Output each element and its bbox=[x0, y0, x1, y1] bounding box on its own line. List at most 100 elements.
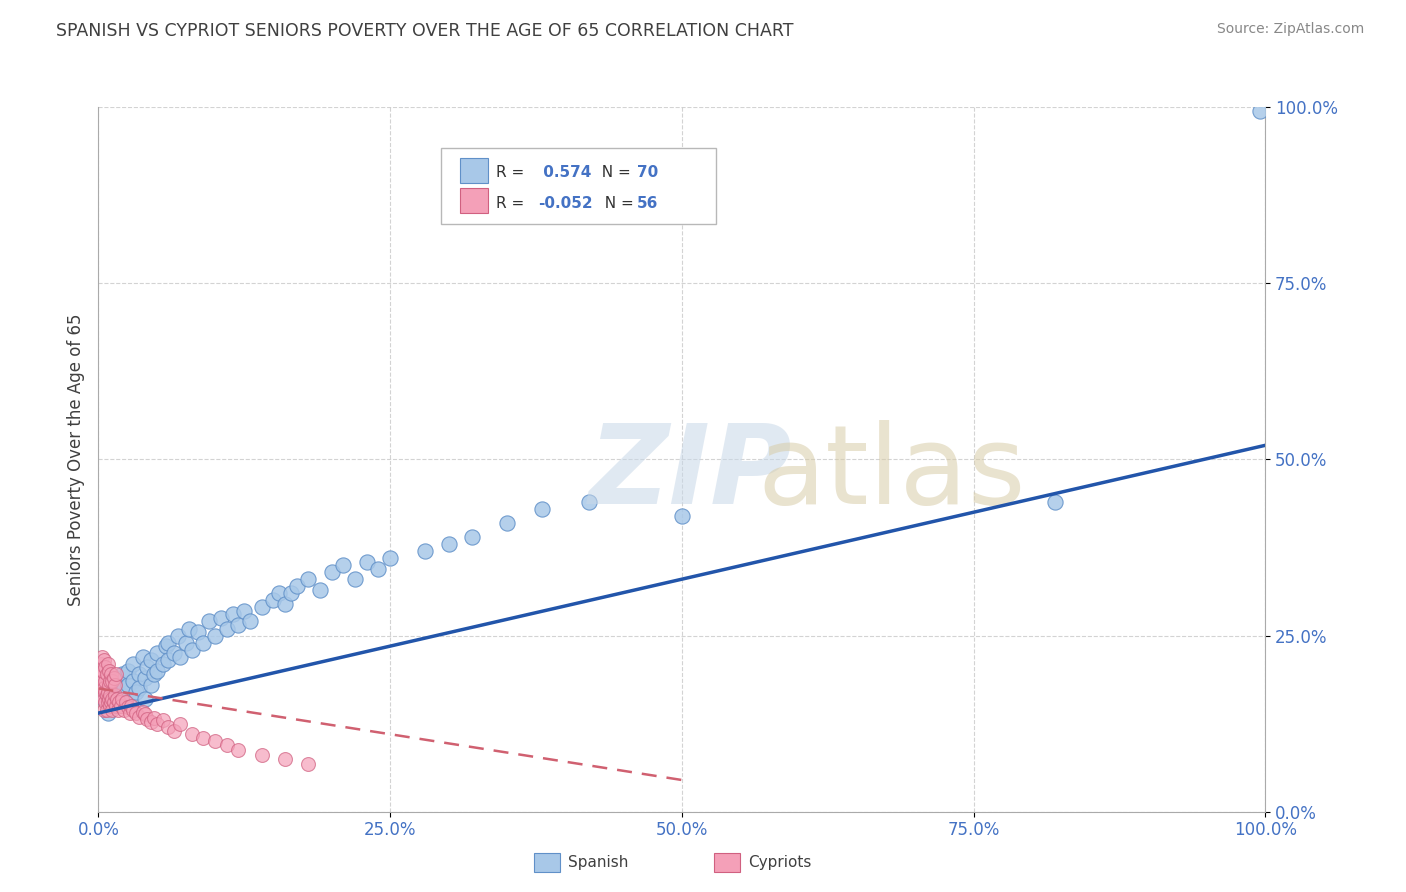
Point bbox=[93, 702, 115, 716]
Point bbox=[94, 696, 117, 710]
Point bbox=[111, 667, 134, 681]
Point bbox=[118, 706, 141, 720]
Point bbox=[530, 501, 553, 516]
Point bbox=[356, 555, 378, 569]
Point bbox=[97, 706, 120, 720]
Point bbox=[134, 692, 156, 706]
Point bbox=[93, 681, 115, 696]
Point bbox=[104, 689, 127, 703]
Point bbox=[239, 615, 262, 629]
Point bbox=[115, 696, 138, 710]
Point bbox=[104, 685, 127, 699]
Point bbox=[152, 713, 174, 727]
Point bbox=[143, 667, 166, 681]
Text: 70: 70 bbox=[637, 165, 658, 180]
Point bbox=[108, 696, 131, 710]
Text: Cypriots: Cypriots bbox=[748, 855, 811, 870]
Text: ZIP: ZIP bbox=[589, 420, 792, 527]
Point bbox=[97, 692, 120, 706]
Text: 56: 56 bbox=[637, 195, 658, 211]
Point bbox=[163, 723, 186, 738]
Point bbox=[152, 657, 174, 671]
Point bbox=[136, 660, 159, 674]
Point bbox=[90, 657, 112, 671]
Point bbox=[111, 692, 134, 706]
Point bbox=[380, 551, 402, 566]
Point bbox=[146, 716, 169, 731]
Point bbox=[97, 685, 120, 699]
Point bbox=[103, 696, 125, 710]
Point bbox=[321, 565, 343, 579]
Text: 0.574: 0.574 bbox=[538, 165, 592, 180]
Point bbox=[96, 689, 118, 703]
Point bbox=[578, 494, 600, 508]
Point bbox=[104, 678, 127, 692]
Point bbox=[98, 699, 121, 714]
Point bbox=[120, 699, 142, 714]
Point bbox=[166, 628, 188, 642]
Point bbox=[93, 692, 115, 706]
Point bbox=[228, 742, 250, 756]
Point bbox=[107, 702, 129, 716]
Point bbox=[117, 664, 139, 678]
Point bbox=[134, 707, 156, 722]
Point bbox=[101, 674, 124, 689]
Point bbox=[111, 689, 134, 703]
Point bbox=[285, 579, 308, 593]
Point bbox=[97, 678, 120, 692]
Point bbox=[274, 597, 297, 611]
Point bbox=[280, 586, 302, 600]
Point bbox=[1249, 103, 1271, 118]
Point bbox=[157, 653, 180, 667]
Point bbox=[262, 593, 284, 607]
Point bbox=[97, 664, 120, 678]
Point bbox=[180, 642, 202, 657]
Point bbox=[1045, 494, 1067, 508]
Point bbox=[101, 702, 124, 716]
Point bbox=[101, 696, 124, 710]
Point bbox=[157, 635, 180, 649]
Text: Spanish: Spanish bbox=[568, 855, 628, 870]
Point bbox=[90, 649, 112, 664]
Point bbox=[98, 681, 121, 696]
Point bbox=[117, 678, 139, 692]
Point bbox=[112, 702, 135, 716]
Point bbox=[204, 734, 226, 748]
Point bbox=[96, 702, 118, 716]
Point bbox=[100, 696, 122, 710]
Point bbox=[146, 664, 169, 678]
Point bbox=[132, 649, 155, 664]
Point bbox=[179, 622, 201, 636]
Point bbox=[297, 756, 319, 771]
Point bbox=[98, 674, 121, 689]
Point bbox=[90, 671, 112, 685]
Text: N =: N = bbox=[592, 165, 636, 180]
Point bbox=[250, 600, 273, 615]
Point bbox=[122, 702, 145, 716]
Point bbox=[169, 716, 191, 731]
Point bbox=[128, 681, 150, 696]
Point bbox=[143, 711, 166, 725]
Point bbox=[136, 712, 159, 726]
Point bbox=[91, 664, 114, 678]
Point bbox=[103, 671, 125, 685]
Point bbox=[169, 649, 191, 664]
Point bbox=[309, 582, 332, 597]
Point bbox=[98, 689, 121, 703]
Point bbox=[100, 667, 122, 681]
Point bbox=[125, 685, 148, 699]
Point bbox=[139, 678, 162, 692]
Point bbox=[128, 709, 150, 723]
Y-axis label: Seniors Poverty Over the Age of 65: Seniors Poverty Over the Age of 65 bbox=[66, 313, 84, 606]
Point bbox=[180, 727, 202, 741]
Point bbox=[94, 660, 117, 674]
Point bbox=[122, 657, 145, 671]
Point bbox=[163, 646, 186, 660]
Point bbox=[157, 720, 180, 734]
Point bbox=[215, 622, 238, 636]
Point bbox=[413, 544, 436, 558]
Point bbox=[97, 657, 120, 671]
Point bbox=[93, 653, 115, 667]
Point bbox=[198, 615, 221, 629]
Point bbox=[221, 607, 243, 622]
